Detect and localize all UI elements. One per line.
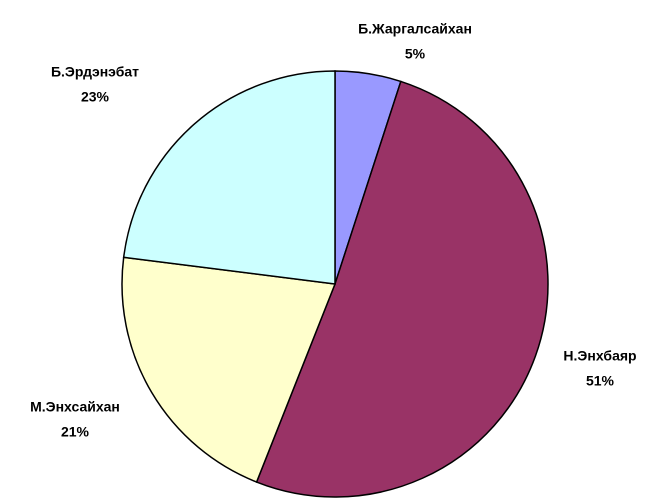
slice-name: М.Энхсайхан (30, 399, 120, 415)
slice-value-label: 51% (586, 373, 615, 389)
slice-value-label: 21% (61, 424, 90, 440)
slice-name: Б.Жаргалсайхан (358, 21, 472, 37)
pie-slice (255, 80, 549, 498)
slice-value-label: 23% (81, 89, 110, 105)
pie-slice (122, 70, 336, 285)
slice-name: Н.Энхбаяр (563, 348, 636, 364)
slice-value-label: 5% (405, 46, 426, 62)
slice-name: Б.Эрдэнэбат (51, 64, 139, 80)
pie-slice (121, 256, 337, 484)
